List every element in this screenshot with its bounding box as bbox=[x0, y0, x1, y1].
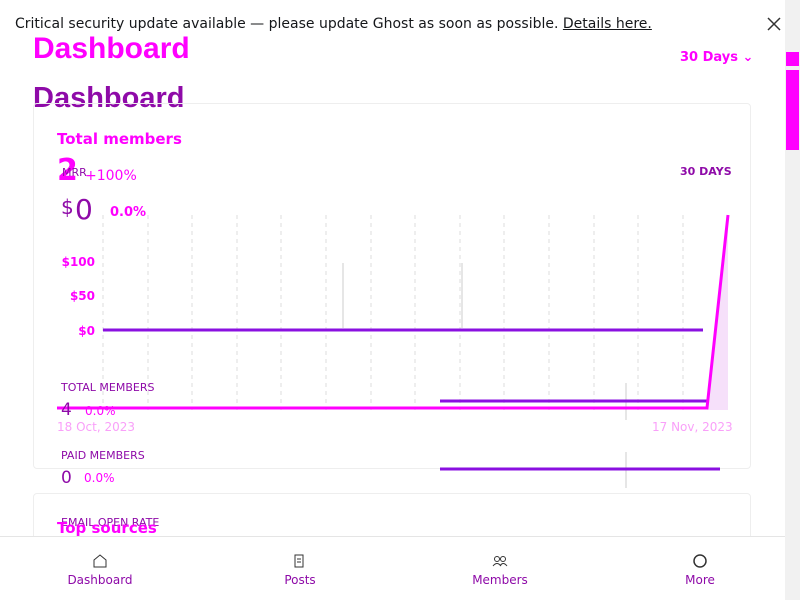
date-end: 17 Nov, 2023 bbox=[652, 420, 733, 434]
bottom-nav: Dashboard Posts Members More bbox=[0, 536, 785, 601]
scrollbar[interactable] bbox=[785, 0, 800, 600]
banner: Critical security update available — ple… bbox=[15, 17, 652, 31]
icon-more bbox=[693, 554, 707, 568]
total-members-change: 0.0% bbox=[85, 404, 116, 418]
banner-text: Critical security update available — ple… bbox=[15, 16, 559, 32]
card-title: Total members bbox=[57, 130, 182, 148]
y-label: $100 bbox=[61, 255, 95, 269]
range-text: 30 Days bbox=[680, 50, 738, 65]
paid-members-value: 0 bbox=[61, 468, 72, 488]
y-label: $0 bbox=[78, 324, 95, 338]
icon-posts bbox=[294, 554, 304, 568]
charts bbox=[57, 214, 730, 488]
total-members-label: TOTAL MEMBERS bbox=[61, 381, 155, 394]
title-shadow: Dashboard bbox=[33, 82, 185, 114]
paid-members-label: PAID MEMBERS bbox=[61, 449, 145, 462]
currency: $ bbox=[61, 195, 74, 219]
icon-members bbox=[492, 556, 508, 567]
members-value: 2 bbox=[57, 153, 78, 188]
range-select[interactable]: 30 Days ⌄ bbox=[680, 50, 754, 65]
nav-item[interactable]: Dashboard bbox=[67, 573, 133, 587]
close[interactable] bbox=[766, 16, 782, 32]
members-change: +100% bbox=[85, 168, 137, 184]
nav-item[interactable]: More bbox=[685, 573, 715, 587]
mrr-label: MRR bbox=[62, 166, 87, 179]
icon-home bbox=[93, 554, 107, 568]
banner-link[interactable]: Details here. bbox=[562, 16, 652, 32]
nav-item[interactable]: Members bbox=[472, 573, 528, 587]
title: Dashboard bbox=[33, 32, 190, 65]
card bbox=[33, 103, 751, 469]
date-start: 18 Oct, 2023 bbox=[57, 420, 135, 434]
paid-members-change: 0.0% bbox=[84, 471, 115, 485]
mrr-change: 0.0% bbox=[110, 205, 147, 220]
mrr-value: 0 bbox=[75, 193, 93, 226]
nav-item[interactable]: Posts bbox=[284, 573, 316, 587]
range-label: 30 DAYS bbox=[680, 165, 732, 178]
total-members-value: 4 bbox=[61, 400, 72, 420]
card2-title: Top sources bbox=[57, 519, 157, 537]
y-label: $50 bbox=[69, 289, 95, 303]
email-label: EMAIL OPEN RATE bbox=[61, 516, 160, 529]
